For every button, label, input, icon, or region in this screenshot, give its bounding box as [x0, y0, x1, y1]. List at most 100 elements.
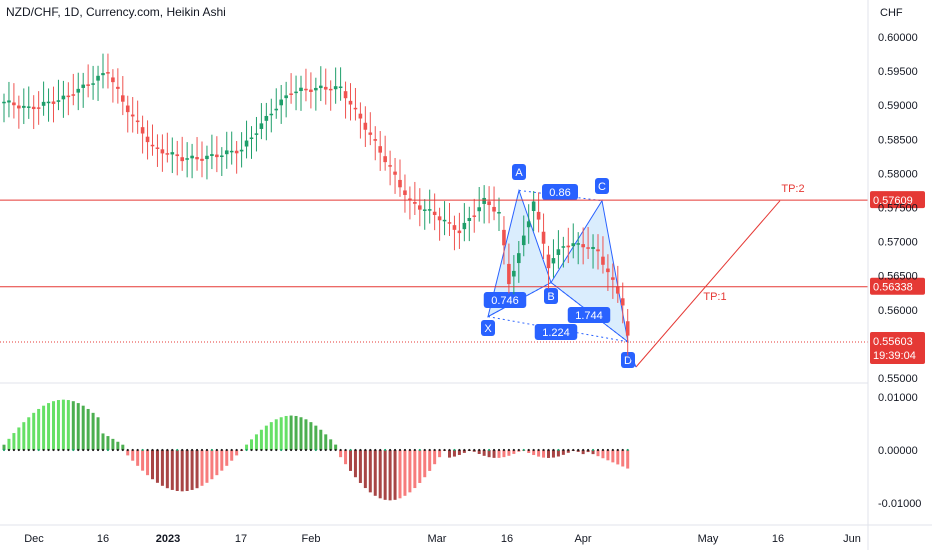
candle-body — [195, 157, 199, 159]
oscillator-zero-dot — [181, 449, 183, 451]
oscillator-zero-dot — [359, 449, 361, 451]
candle-body — [517, 253, 521, 263]
oscillator-zero-dot — [260, 449, 262, 451]
candle-body — [265, 116, 269, 121]
time-tick-label: 16 — [501, 533, 513, 545]
candle-body — [383, 156, 387, 162]
oscillator-zero-dot — [92, 449, 94, 451]
oscillator-zero-dot — [354, 449, 356, 451]
oscillator-bar — [319, 430, 322, 450]
candle-body — [463, 223, 467, 229]
oscillator-bar — [230, 450, 233, 461]
oscillator-bar — [498, 450, 501, 458]
oscillator-bar — [300, 417, 303, 450]
oscillator-zero-dot — [379, 449, 381, 451]
candle-body — [250, 138, 254, 140]
oscillator-bar — [156, 450, 159, 483]
oscillator-bar — [542, 450, 545, 458]
candle-body — [151, 145, 155, 147]
oscillator-zero-dot — [399, 449, 401, 451]
oscillator-bar — [47, 403, 50, 450]
oscillator-zero-dot — [434, 449, 436, 451]
oscillator-zero-dot — [122, 449, 124, 451]
oscillator-zero-dot — [617, 449, 619, 451]
candle-body — [111, 77, 115, 82]
oscillator-bar — [280, 417, 283, 450]
candle-body — [611, 277, 615, 280]
candle-body — [171, 152, 175, 154]
candle-body — [576, 243, 580, 245]
candle-body — [562, 246, 566, 248]
oscillator-zero-dot — [300, 449, 302, 451]
oscillator-bar — [270, 422, 273, 450]
oscillator-zero-dot — [478, 449, 480, 451]
oscillator-zero-dot — [364, 449, 366, 451]
candle-body — [378, 146, 382, 152]
oscillator-zero-dot — [340, 449, 342, 451]
oscillator-bar — [181, 450, 184, 491]
oscillator-bar — [428, 450, 431, 471]
candle-body — [86, 84, 90, 86]
candle-body — [472, 215, 476, 217]
oscillator-zero-dot — [127, 449, 129, 451]
oscillator-zero-dot — [236, 449, 238, 451]
oscillator-zero-dot — [250, 449, 252, 451]
oscillator-zero-dot — [453, 449, 455, 451]
oscillator-zero-dot — [156, 449, 158, 451]
oscillator-bar — [57, 400, 60, 450]
candle-body — [126, 106, 130, 113]
oscillator-bar — [102, 433, 105, 450]
oscillator-bar — [17, 427, 20, 450]
oscillator-bar — [552, 450, 555, 458]
oscillator-zero-dot — [389, 449, 391, 451]
candle-body — [468, 218, 472, 221]
oscillator-bar — [22, 422, 25, 450]
candle-body — [245, 141, 249, 147]
oscillator-zero-dot — [3, 449, 5, 451]
oscillator-zero-dot — [132, 449, 134, 451]
oscillator-zero-dot — [102, 449, 104, 451]
oscillator-zero-dot — [607, 449, 609, 451]
oscillator-zero-dot — [87, 449, 89, 451]
oscillator-zero-dot — [518, 449, 520, 451]
oscillator-bar — [27, 417, 30, 450]
oscillator-bar — [161, 450, 164, 486]
candle-body — [17, 106, 21, 109]
oscillator-bar — [314, 426, 317, 450]
oscillator-zero-dot — [33, 449, 35, 451]
oscillator-bar — [111, 439, 114, 450]
oscillator-zero-dot — [112, 449, 114, 451]
oscillator-zero-dot — [582, 449, 584, 451]
price-tick-label: 0.60000 — [878, 32, 918, 44]
oscillator-zero-dot — [67, 449, 69, 451]
oscillator-bar — [82, 406, 85, 450]
oscillator-zero-dot — [171, 449, 173, 451]
candle-body — [225, 150, 229, 154]
oscillator-zero-dot — [285, 449, 287, 451]
oscillator-bar — [275, 419, 278, 450]
oscillator-bar — [389, 450, 392, 500]
candle-body — [220, 155, 224, 157]
price-tick-label: 0.57000 — [878, 237, 918, 249]
oscillator-zero-dot — [82, 449, 84, 451]
candle-body — [324, 87, 328, 90]
oscillator-bar — [72, 401, 75, 450]
candle-body — [601, 257, 605, 265]
oscillator-bar — [166, 450, 169, 488]
candle-body — [185, 158, 189, 160]
oscillator-zero-dot — [424, 449, 426, 451]
oscillator-bar — [364, 450, 367, 488]
oscillator-zero-dot — [458, 449, 460, 451]
candle-body — [621, 298, 625, 305]
candle-body — [567, 246, 571, 248]
candle-body — [81, 85, 85, 88]
time-tick-label: 16 — [97, 533, 109, 545]
candle-body — [255, 133, 259, 135]
candle-body — [552, 258, 556, 263]
oscillator-bar — [329, 439, 332, 450]
oscillator-bar — [418, 450, 421, 483]
oscillator-zero-dot — [602, 449, 604, 451]
time-tick-label: Apr — [574, 533, 591, 545]
candle-body — [240, 150, 244, 152]
